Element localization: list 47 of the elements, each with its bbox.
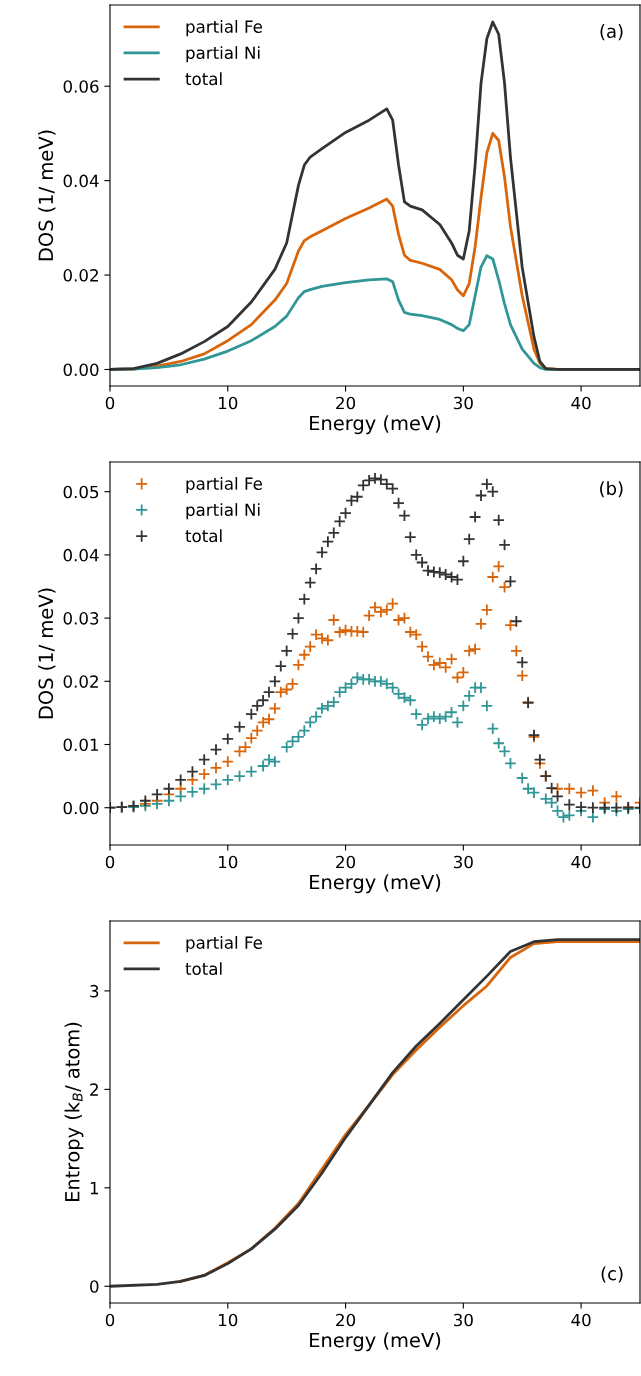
x-tick-label: 0 (105, 396, 115, 410)
y-tick-label: 0.04 (63, 174, 99, 188)
y-tick-label: 0.00 (63, 363, 99, 377)
x-tick-label: 10 (219, 855, 238, 869)
legend-label: partial Ni (186, 46, 260, 63)
x-tick-label: 20 (336, 855, 356, 869)
x-tick-label: 10 (219, 396, 238, 410)
annotation: (a) (600, 24, 623, 41)
x-tick-label: 30 (454, 855, 473, 869)
y-tick-label: 0 (90, 1280, 99, 1293)
x-tick-label: 40 (571, 855, 591, 869)
y-tick-label: 0.00 (63, 801, 99, 815)
legend-label: total (185, 72, 222, 86)
y-tick-label: 0.04 (63, 548, 99, 562)
y-tick-label: 0.03 (63, 612, 99, 625)
legend-label: total (185, 962, 222, 976)
y-tick-label: 0.02 (63, 269, 98, 282)
legend-label: total (185, 529, 222, 543)
y-axis-title: DOS (1/ meV) (38, 130, 56, 261)
x-axis-title: Energy (meV) (310, 415, 441, 435)
x-tick-label: 0 (105, 1313, 115, 1327)
x-axis-title: Energy (meV) (310, 1332, 441, 1352)
x-tick-label: 30 (454, 396, 473, 410)
y-tick-label: 0.05 (63, 485, 99, 499)
y-tick-label: 0.06 (63, 80, 99, 93)
x-tick-label: 10 (219, 1313, 238, 1327)
legend-label: partial Fe (186, 477, 262, 494)
x-tick-label: 0 (105, 855, 115, 869)
annotation: (b) (600, 481, 623, 498)
x-tick-label: 40 (571, 1313, 591, 1327)
annotation: (c) (601, 1266, 623, 1283)
y-tick-label: 1 (90, 1181, 99, 1195)
x-tick-label: 40 (571, 396, 591, 410)
x-tick-label: 20 (336, 396, 356, 410)
x-tick-label: 30 (454, 1313, 473, 1327)
legend-label: partial Ni (186, 503, 260, 520)
y-axis-title: Entropy (k$_{B}$/ atom) (64, 1022, 84, 1201)
y-tick-label: 0.01 (63, 738, 99, 752)
legend-label: partial Fe (186, 20, 262, 37)
y-tick-label: 3 (90, 984, 99, 998)
y-axis-title: DOS (1/ meV) (38, 588, 56, 719)
legend-label: partial Fe (186, 936, 262, 953)
y-tick-label: 0.02 (63, 675, 98, 688)
line-series (110, 20, 640, 371)
x-tick-label: 20 (336, 1313, 356, 1327)
x-axis-title: Energy (meV) (310, 874, 441, 894)
y-tick-label: 2 (90, 1083, 98, 1096)
